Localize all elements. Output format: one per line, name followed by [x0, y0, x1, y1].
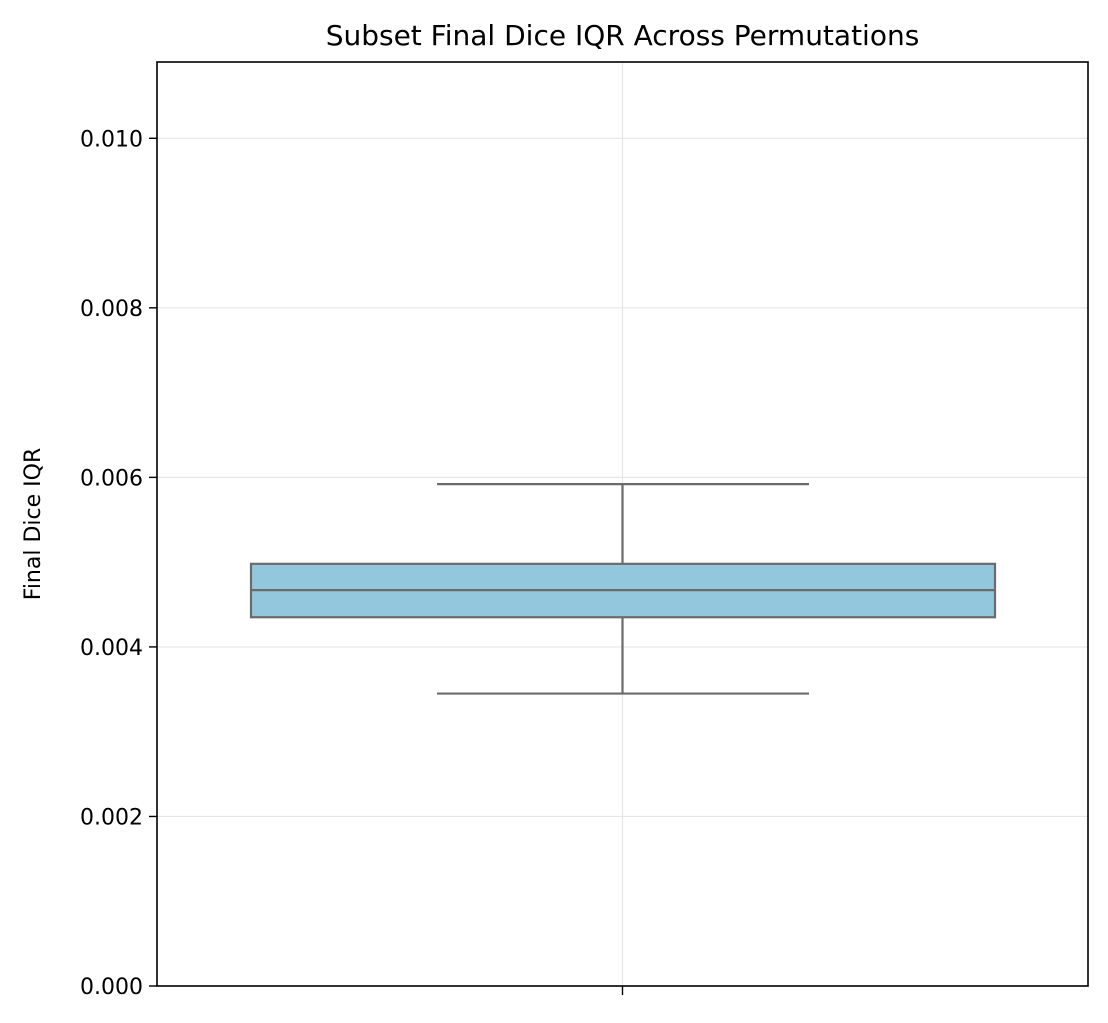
y-axis-ticks: 0.000 0.002 0.004 0.006 0.008 0.010 — [80, 127, 157, 1000]
chart-title: Subset Final Dice IQR Across Permutation… — [326, 19, 920, 52]
y-tick-label: 0.000 — [80, 975, 143, 1000]
y-tick-label: 0.002 — [80, 805, 143, 830]
y-axis-label: Final Dice IQR — [21, 448, 46, 600]
y-tick-label: 0.010 — [80, 127, 143, 152]
y-tick-label: 0.006 — [80, 466, 143, 491]
box-plot-series — [249, 483, 997, 695]
y-tick-label: 0.004 — [80, 636, 143, 661]
y-tick-label: 0.008 — [80, 297, 143, 322]
